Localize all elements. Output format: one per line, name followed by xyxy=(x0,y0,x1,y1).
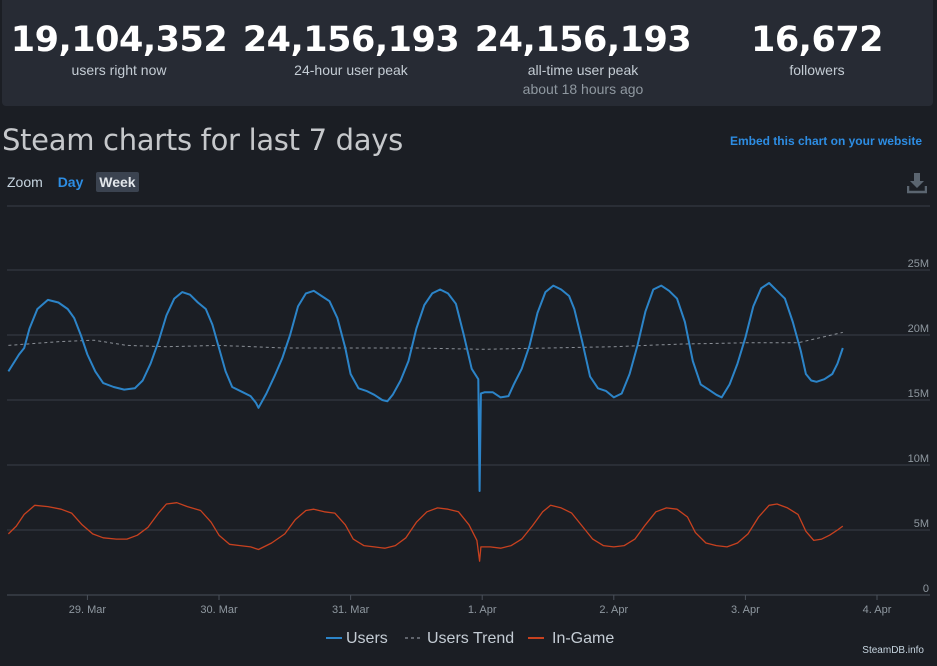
stat-followers: 16,672 followers xyxy=(702,20,932,79)
chart: 0 5M 10M 15M 20M 25M 29. Mar 30. Mar 31. Mar 1. … xyxy=(7,205,930,656)
chart-credit: SteamDB.info xyxy=(862,645,924,656)
x-tick-label: 4. Apr xyxy=(863,604,892,616)
chart-series xyxy=(7,282,844,562)
stat-users-now: 19,104,352 users right now xyxy=(4,20,234,79)
zoom-week-button[interactable]: Week xyxy=(96,172,139,192)
stat-label: all-time user peak xyxy=(527,62,639,78)
x-tick-label: 30. Mar xyxy=(200,604,238,616)
x-tick-label: 29. Mar xyxy=(69,604,107,616)
y-tick-label: 5M xyxy=(914,518,929,530)
stat-value: 24,156,193 xyxy=(242,20,460,60)
x-tick-label: 31. Mar xyxy=(332,604,370,616)
stat-label: followers xyxy=(789,62,845,78)
series-line-users-trend xyxy=(8,331,843,350)
zoom-label: Zoom xyxy=(7,174,43,190)
y-axis-labels: 0 5M 10M 15M 20M 25M xyxy=(908,258,929,595)
page-title: Steam charts for last 7 days xyxy=(2,123,403,157)
zoom-controls: Zoom Day Week xyxy=(7,172,139,192)
stat-24h-peak: 24,156,193 24-hour user peak xyxy=(236,20,466,79)
stat-sub: about 18 hours ago xyxy=(522,81,644,97)
zoom-day-button[interactable]: Day xyxy=(57,174,84,190)
x-tick-label: 3. Apr xyxy=(731,604,760,616)
y-tick-label: 20M xyxy=(908,323,929,335)
y-tick-label: 15M xyxy=(908,388,929,400)
legend-label-users-trend[interactable]: Users Trend xyxy=(427,630,514,647)
stat-value: 16,672 xyxy=(750,20,884,60)
stat-value: 19,104,352 xyxy=(10,20,228,60)
stats-bar: 19,104,352 users right now 24,156,193 24… xyxy=(2,0,933,106)
y-tick-label: 0 xyxy=(923,583,929,595)
series-line-in-game xyxy=(7,502,844,562)
x-axis-labels: 29. Mar 30. Mar 31. Mar 1. Apr 2. Apr 3. Apr 4… xyxy=(69,604,892,616)
y-tick-label: 10M xyxy=(908,453,929,465)
download-icon[interactable] xyxy=(907,172,927,194)
series-line-users xyxy=(7,282,844,492)
stat-all-time-peak: 24,156,193 all-time user peak about 18 h… xyxy=(468,20,698,98)
legend-label-users[interactable]: Users xyxy=(346,630,388,647)
stat-value: 24,156,193 xyxy=(474,20,692,60)
chart-legend[interactable]: Users Users Trend In-Game xyxy=(326,630,614,647)
chart-grid xyxy=(7,205,930,600)
stat-label: users right now xyxy=(71,62,167,78)
x-tick-label: 1. Apr xyxy=(468,604,497,616)
stat-label: 24-hour user peak xyxy=(294,62,408,78)
legend-label-in-game[interactable]: In-Game xyxy=(552,630,614,647)
embed-chart-link[interactable]: Embed this chart on your website xyxy=(729,134,922,148)
y-tick-label: 25M xyxy=(908,258,929,270)
x-tick-label: 2. Apr xyxy=(599,604,628,616)
